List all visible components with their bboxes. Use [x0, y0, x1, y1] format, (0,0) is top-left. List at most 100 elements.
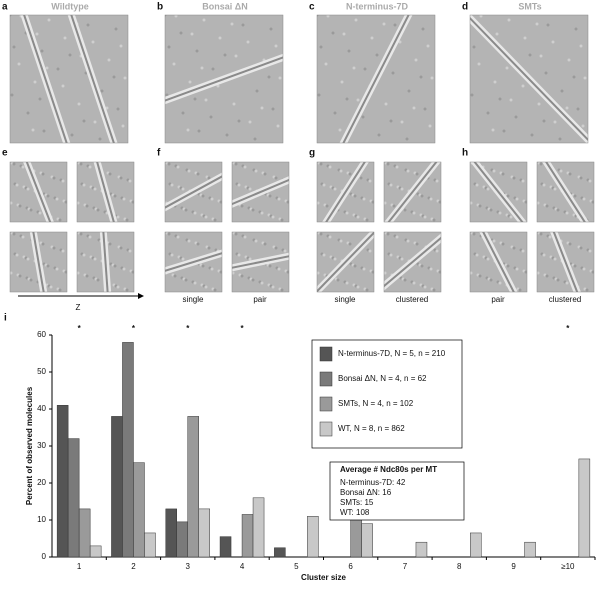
noise: [93, 120, 97, 124]
micrograph-frame: [164, 161, 223, 223]
noise: [545, 274, 549, 278]
noise: [428, 124, 432, 128]
noise: [128, 179, 132, 183]
noise: [278, 76, 282, 80]
noise: [12, 232, 16, 236]
filament-core: [23, 15, 68, 143]
noise: [356, 215, 360, 219]
noise: [553, 187, 557, 191]
noise: [407, 89, 411, 93]
noise: [556, 278, 560, 282]
noise: [515, 197, 519, 201]
noise: [438, 270, 441, 274]
noise: [573, 264, 577, 268]
noise: [269, 27, 273, 31]
noise: [492, 169, 496, 173]
x-tick-label: 4: [240, 562, 245, 571]
noise: [234, 54, 238, 58]
filaments: [77, 232, 134, 292]
micrograph: [76, 161, 135, 223]
noise: [165, 93, 169, 97]
noise: [354, 18, 358, 22]
noise: [489, 278, 493, 282]
noise: [486, 187, 490, 191]
noise: [317, 201, 320, 205]
noise: [472, 232, 476, 236]
noise: [340, 80, 344, 84]
bar: [56, 405, 69, 558]
noise: [395, 165, 399, 169]
micrograph: [316, 161, 375, 223]
significance-marker: *: [566, 324, 570, 333]
filament-core: [545, 162, 586, 222]
noise: [515, 267, 519, 271]
noise: [537, 271, 540, 275]
noise: [545, 204, 549, 208]
noise: [248, 120, 252, 124]
noise: [423, 285, 427, 289]
noise: [486, 111, 490, 115]
noise: [421, 27, 425, 31]
micrograph: [9, 231, 68, 293]
noise: [539, 54, 543, 58]
bar: [252, 497, 265, 558]
noise: [432, 218, 436, 222]
noise: [591, 270, 594, 274]
filaments: [317, 232, 374, 292]
bar: [144, 532, 156, 558]
z-arrow-head: [138, 293, 144, 299]
noise: [319, 232, 323, 236]
noise: [121, 124, 125, 128]
micrograph-frame: [383, 231, 442, 293]
noise: [475, 183, 479, 187]
noise: [274, 176, 278, 180]
noise: [61, 249, 65, 253]
noise: [55, 197, 59, 201]
noise: [523, 36, 527, 40]
noise: [486, 257, 490, 261]
micrograph: [383, 231, 442, 293]
y-tick-label: 0: [42, 552, 47, 561]
noise: [274, 44, 278, 48]
significance-marker: *: [132, 324, 136, 333]
bar: [89, 545, 102, 558]
micrograph-frame: [164, 231, 223, 293]
micrograph: [164, 161, 223, 223]
bar: [111, 416, 123, 558]
filaments: [165, 15, 283, 141]
noise: [333, 257, 337, 261]
micrograph-frame: [9, 231, 68, 293]
noise: [167, 45, 171, 49]
filaments: [470, 15, 588, 143]
micrograph-frame: [469, 14, 589, 144]
bar: [241, 514, 254, 558]
noise: [368, 179, 372, 183]
noise: [187, 239, 191, 243]
noise: [26, 257, 30, 261]
filaments: [317, 15, 434, 143]
noise: [131, 270, 134, 274]
noise: [432, 288, 436, 292]
micrograph: [316, 231, 375, 293]
noise: [251, 278, 255, 282]
noise: [213, 288, 217, 292]
noise: [339, 169, 343, 173]
x-tick-label: 1: [77, 562, 82, 571]
noise: [377, 133, 381, 137]
filament-core: [102, 232, 109, 292]
noise: [105, 106, 109, 110]
panel-letter: c: [309, 2, 315, 13]
noise: [193, 281, 197, 285]
noise: [86, 23, 90, 27]
noise: [45, 66, 49, 70]
panel-caption: pair: [253, 295, 267, 304]
noise: [29, 208, 33, 212]
noise: [26, 111, 30, 115]
y-tick-label: 20: [37, 478, 46, 487]
noise: [116, 215, 120, 219]
noise: [365, 288, 369, 292]
noise: [512, 246, 516, 250]
noise: [512, 176, 516, 180]
noise: [260, 281, 264, 285]
noise: [176, 165, 180, 169]
